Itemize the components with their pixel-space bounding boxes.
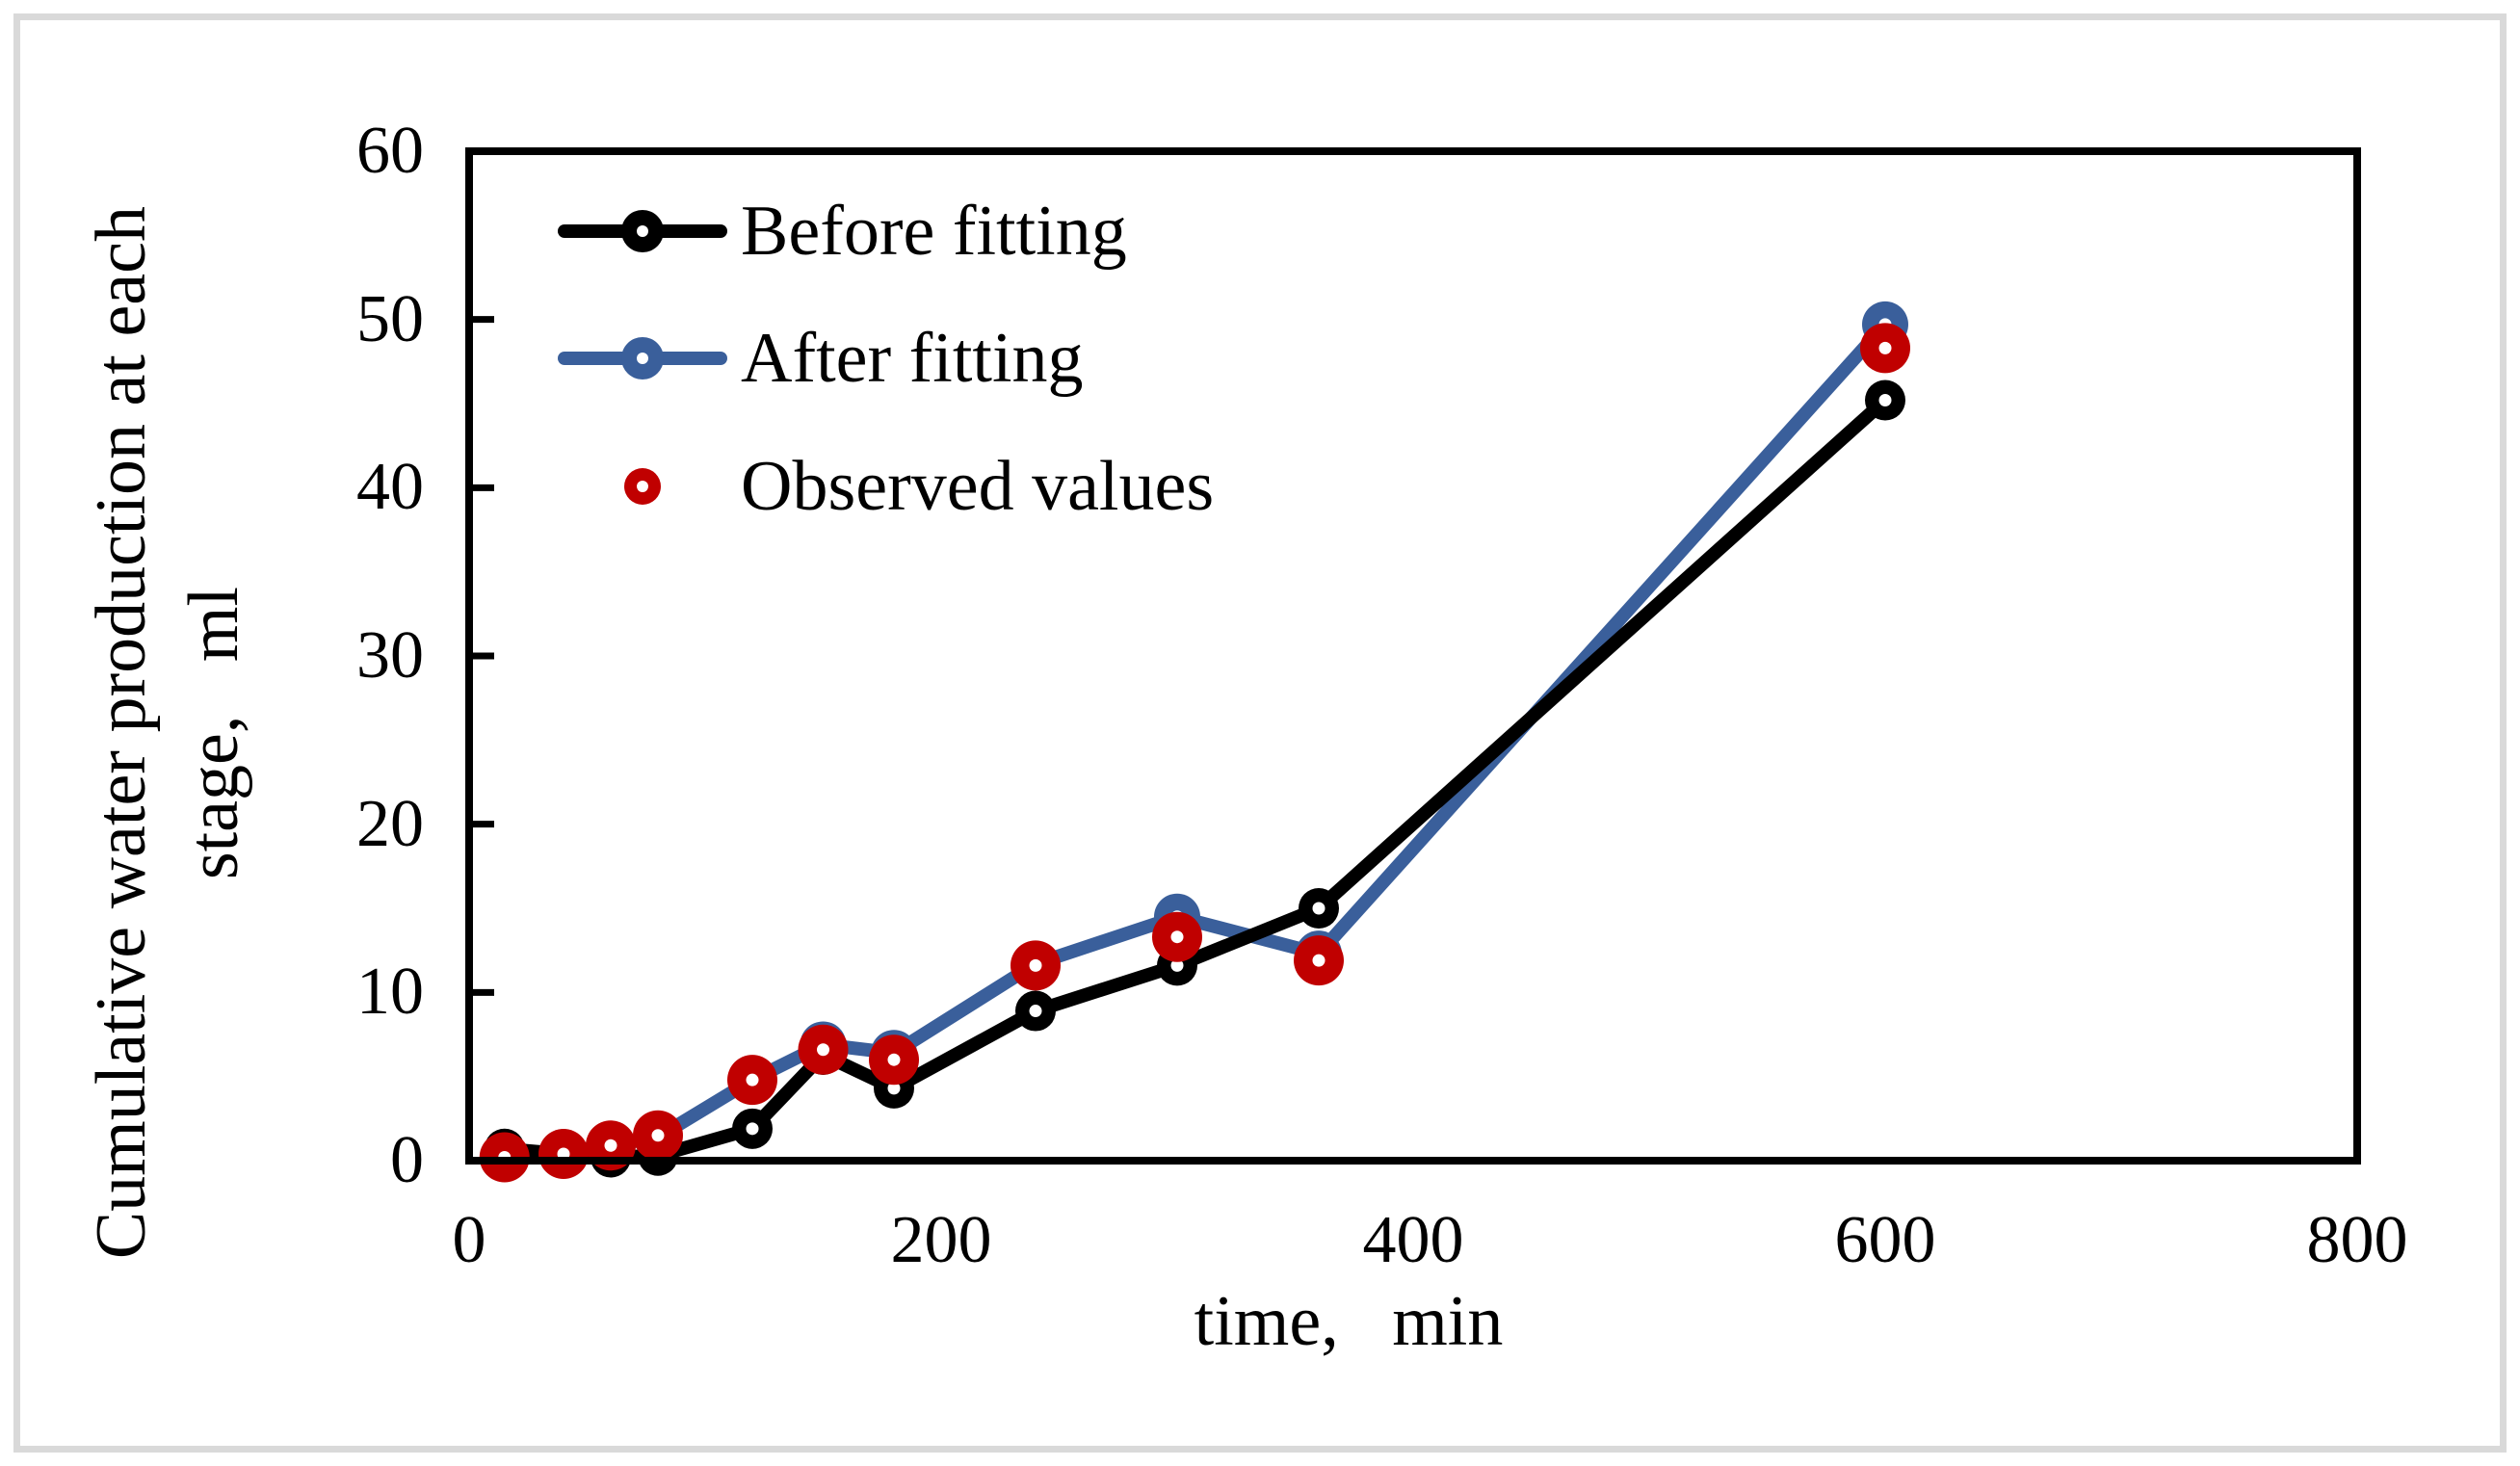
marker-center-dot <box>1312 902 1326 915</box>
legend-label: After fitting <box>741 319 1084 398</box>
marker-center-dot <box>1878 341 1892 354</box>
marker-center-dot <box>637 481 648 492</box>
y-tick-label: 60 <box>356 114 424 188</box>
marker-center-dot <box>1170 930 1184 944</box>
marker-center-dot <box>887 1053 901 1066</box>
y-tick-label: 40 <box>356 450 424 525</box>
legend-marker-icon <box>624 468 661 505</box>
x-axis-title: time, min <box>1194 1282 1504 1361</box>
marker-center-dot <box>651 1129 665 1142</box>
marker-center-dot <box>637 225 648 237</box>
marker-center-dot <box>637 353 648 364</box>
legend-swatch-after-fitting <box>558 305 727 411</box>
legend-label: Observed values <box>741 447 1215 526</box>
marker-center-dot <box>817 1043 829 1057</box>
y-tick-label: 0 <box>390 1123 424 1197</box>
series-observed-values <box>479 323 1910 1183</box>
y-axis-title: Cumulative water production at each stag… <box>75 0 260 1466</box>
y-axis-title-line-2: stage, ml <box>174 586 253 880</box>
plot-frame <box>465 147 2361 1165</box>
marker-center-dot <box>887 1082 901 1095</box>
y-tick-label: 30 <box>356 618 424 693</box>
y-axis-title-line-1: Cumulative water production at each <box>82 206 161 1260</box>
x-tick-label: 600 <box>1834 1203 1936 1277</box>
legend-swatch-observed-values <box>558 433 727 539</box>
marker-center-dot <box>1312 954 1326 967</box>
marker-center-dot <box>604 1139 617 1152</box>
x-tick-label: 0 <box>452 1203 486 1277</box>
marker-center-dot <box>746 1073 759 1086</box>
legend-marker-icon <box>621 210 664 252</box>
y-tick-label: 20 <box>356 786 424 861</box>
legend-item-before-fitting: Before fitting <box>558 178 1127 284</box>
marker-center-dot <box>1029 1005 1042 1018</box>
x-tick-label: 800 <box>2306 1203 2408 1277</box>
legend-item-observed-values: Observed values <box>558 433 1214 539</box>
marker-center-dot <box>1029 958 1042 972</box>
y-tick-label: 50 <box>356 281 424 356</box>
legend-item-after-fitting: After fitting <box>558 305 1084 411</box>
y-tick-label: 10 <box>356 955 424 1030</box>
marker-center-dot <box>746 1122 759 1136</box>
legend-swatch-before-fitting <box>558 178 727 284</box>
legend-marker-icon <box>621 337 664 380</box>
marker-center-dot <box>1878 394 1892 407</box>
x-tick-label: 200 <box>890 1203 992 1277</box>
marker-center-dot <box>1170 958 1184 972</box>
legend-label: Before fitting <box>741 192 1127 271</box>
x-tick-label: 400 <box>1362 1203 1464 1277</box>
